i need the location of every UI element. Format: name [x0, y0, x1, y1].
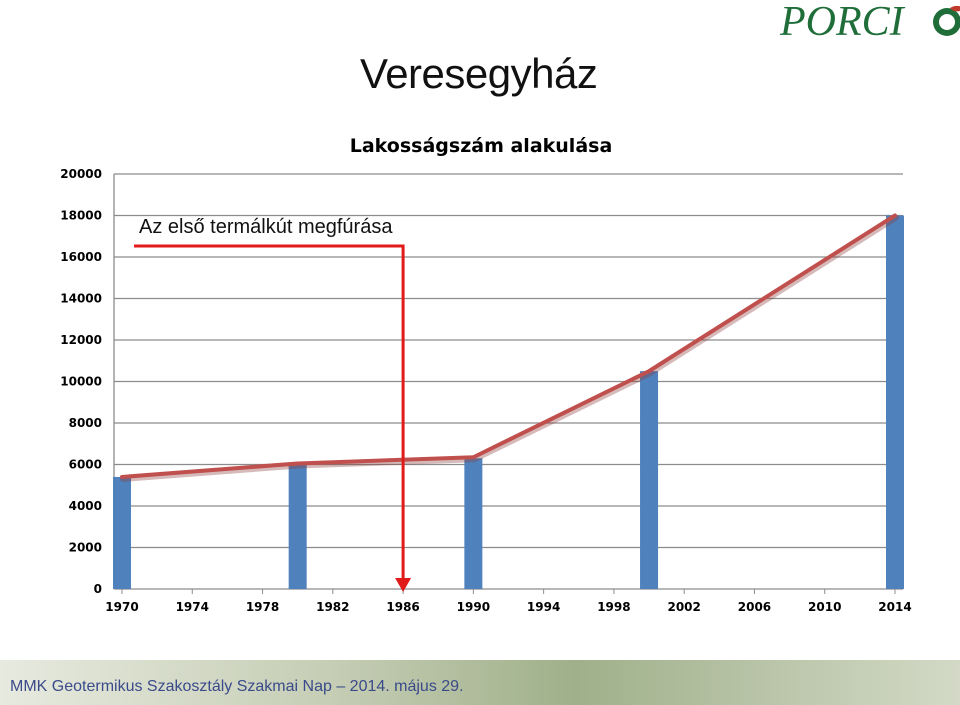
annotation-arrow-line — [134, 244, 405, 582]
y-tick-label: 20000 — [60, 167, 102, 181]
bar-1980 — [288, 464, 307, 589]
x-tick-label: 2002 — [667, 600, 700, 614]
annotation-arrowhead — [395, 578, 412, 592]
x-tick-label: 1994 — [527, 600, 560, 614]
y-tick-label: 0 — [94, 582, 102, 596]
y-tick-label: 12000 — [60, 333, 102, 347]
x-tick-label: 1978 — [246, 600, 279, 614]
x-tick-label: 1998 — [597, 600, 630, 614]
population-chart: Lakosságszám alakulása 0 2000 4000 6000 8000 1… — [60, 135, 911, 614]
y-tick-label: 14000 — [60, 292, 102, 306]
y-tick-label: 16000 — [60, 250, 102, 264]
chart-title: Lakosságszám alakulása — [350, 135, 613, 157]
population-line-shadow — [120, 214, 899, 482]
annotation-label: Az első termálkút megfúrása — [139, 216, 393, 238]
bar-1970 — [113, 476, 131, 589]
x-tick-label: 2006 — [738, 600, 771, 614]
footer-bar: MMK Geotermikus Szakosztály Szakmai Nap … — [0, 660, 960, 705]
x-tick-label: 1974 — [176, 600, 209, 614]
y-tick-label: 6000 — [69, 458, 102, 472]
footer-text: MMK Geotermikus Szakosztály Szakmai Nap … — [10, 678, 464, 695]
logo-o-icon — [933, 5, 960, 36]
y-tick-label: 4000 — [69, 499, 102, 513]
x-tick-label: 2014 — [878, 600, 911, 614]
population-line — [120, 213, 897, 479]
y-tick-label: 8000 — [69, 416, 102, 430]
slide-title: Veresegyház — [360, 50, 598, 97]
x-tick-label: 1990 — [457, 600, 490, 614]
y-tick-label: 18000 — [60, 209, 102, 223]
bar-2000 — [640, 371, 659, 589]
bar-1990 — [464, 458, 483, 589]
bar-2014 — [886, 215, 904, 589]
x-tick-label: 1986 — [386, 600, 419, 614]
x-tick-label: 2010 — [808, 600, 841, 614]
x-tick-label: 1970 — [105, 600, 138, 614]
x-tick-label: 1982 — [316, 600, 349, 614]
logo-text: PORCI — [780, 0, 904, 45]
y-tick-label: 2000 — [69, 541, 102, 555]
y-tick-label: 10000 — [60, 375, 102, 389]
porcio-logo: PORCI — [780, 0, 960, 45]
